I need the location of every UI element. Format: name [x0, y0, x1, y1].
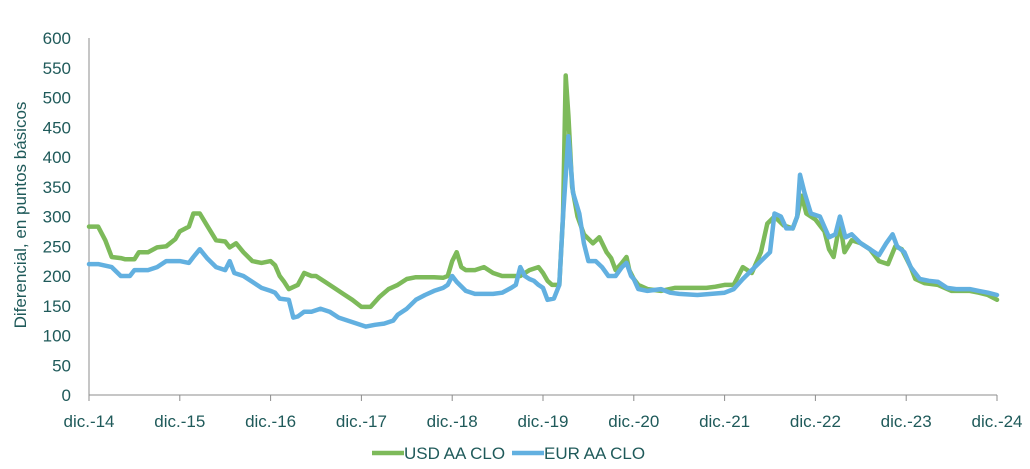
- y-tick-label: 300: [43, 208, 71, 227]
- y-tick-label: 350: [43, 178, 71, 197]
- y-tick-label: 250: [43, 237, 71, 256]
- y-tick-label: 150: [43, 297, 71, 316]
- y-tick-label: 600: [43, 29, 71, 48]
- axes: [88, 38, 997, 396]
- y-tick-label: 100: [43, 327, 71, 346]
- legend: USD AA CLO EUR AA CLO: [372, 444, 645, 463]
- x-tick-label: dic.-14: [63, 412, 114, 431]
- y-axis-ticks: 0 50 100 150 200 250 300 350 400 450 500 550 600: [43, 29, 71, 405]
- y-tick-label: 450: [43, 118, 71, 137]
- y-tick-label: 400: [43, 148, 71, 167]
- x-tick-label: dic.-18: [427, 412, 478, 431]
- series-line-usd-aa-clo: [86, 73, 1000, 310]
- x-axis-ticks: dic.-14 dic.-15 dic.-16 dic.-17 dic.-18 dic.-…: [63, 395, 1023, 431]
- x-tick-label: dic.-22: [790, 412, 841, 431]
- y-tick-label: 200: [43, 267, 71, 286]
- y-tick-label: 50: [52, 356, 71, 375]
- x-tick-label: dic.-20: [608, 412, 659, 431]
- x-tick-label: dic.-17: [336, 412, 387, 431]
- x-tick-label: dic.-21: [699, 412, 750, 431]
- x-tick-label: dic.-15: [154, 412, 205, 431]
- series-lines: [86, 73, 1000, 329]
- series-line-eur-aa-clo: [86, 133, 1000, 329]
- x-tick-label: dic.-23: [881, 412, 932, 431]
- y-tick-label: 550: [43, 59, 71, 78]
- y-tick-label: 0: [62, 386, 71, 405]
- x-tick-label: dic.-24: [971, 412, 1022, 431]
- y-axis-title: Diferencial, en puntos básicos: [11, 102, 30, 329]
- legend-label: USD AA CLO: [404, 444, 505, 463]
- y-tick-label: 500: [43, 89, 71, 108]
- x-tick-label: dic.-16: [245, 412, 296, 431]
- legend-label: EUR AA CLO: [544, 444, 645, 463]
- x-tick-label: dic.-19: [517, 412, 568, 431]
